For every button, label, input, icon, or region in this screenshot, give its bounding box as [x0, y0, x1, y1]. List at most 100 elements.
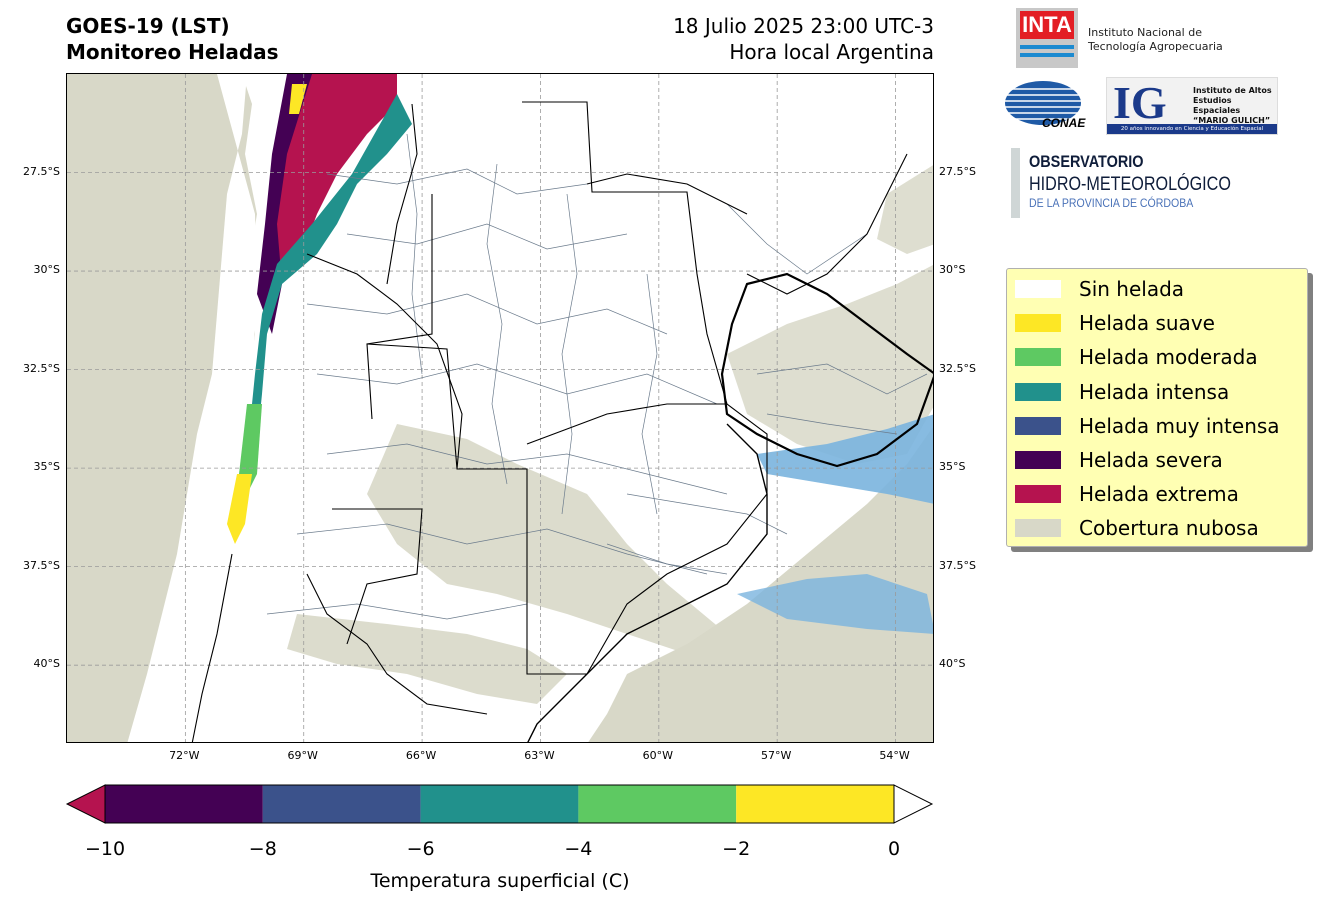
legend-label: Helada severa — [1079, 448, 1223, 472]
colorbar-tick-label: −10 — [84, 838, 126, 860]
atlantic-water-south — [737, 574, 933, 634]
legend-swatch — [1015, 519, 1061, 538]
colorbar-tick-label: −6 — [406, 838, 435, 860]
ig-line1: Instituto de Altos — [1193, 86, 1272, 95]
lat-label-right: 27.5°S — [939, 164, 976, 178]
observatorio-line3: DE LA PROVINCIA DE CÓRDOBA — [1029, 196, 1194, 210]
colorbar-segment — [262, 785, 421, 823]
lat-label-left: 40°S — [33, 657, 60, 671]
legend-label: Helada intensa — [1079, 379, 1230, 404]
lon-label: 66°W — [405, 749, 437, 762]
lat-label-right: 32.5°S — [939, 361, 976, 375]
colorbar-outline — [104, 784, 895, 824]
ig-line3: “MARIO GULICH” — [1193, 116, 1271, 125]
lat-label-left: 37.5°S — [23, 558, 60, 572]
frost-band-moderate — [239, 404, 262, 494]
legend-label: Sin helada — [1079, 277, 1185, 301]
clear-land-area — [192, 74, 933, 742]
frost-band-mild-north — [289, 84, 307, 114]
legend-label: Helada moderada — [1079, 345, 1258, 370]
observatorio-line1: OBSERVATORIO — [1029, 152, 1144, 171]
legend-label: Helada suave — [1079, 311, 1215, 336]
ig-line2: Estudios Espaciales — [1193, 96, 1241, 115]
lon-label: 60°W — [642, 749, 673, 762]
lat-label-right: 37.5°S — [939, 558, 976, 572]
legend-swatch — [1015, 416, 1061, 435]
uruguay-border — [720, 272, 933, 468]
map-canvas — [67, 74, 933, 742]
colorbar-segment — [578, 785, 737, 823]
legend-label: Helada extrema — [1079, 482, 1239, 507]
legend-item: Helada muy intensa — [1015, 411, 1280, 441]
observatorio-logo-bar — [1011, 148, 1020, 218]
legend-item: Cobertura nubosa — [1015, 513, 1259, 543]
inta-logo: INTA — [1016, 8, 1078, 68]
colorbar-label: Temperatura superficial (C) — [370, 870, 630, 892]
legend-label: Helada muy intensa — [1079, 413, 1280, 438]
province-borders — [191, 101, 908, 742]
cloud-patch-northeast — [877, 165, 933, 254]
conae-logo-mark: CONAE — [1042, 116, 1086, 130]
frost-band-extreme — [267, 74, 397, 274]
legend-item: Helada suave — [1015, 308, 1215, 338]
argentina-coastline — [527, 423, 768, 742]
lat-label-right: 40°S — [939, 657, 966, 671]
legend-item: Sin helada — [1015, 274, 1184, 304]
colorbar-tick-label: −8 — [248, 838, 277, 860]
map-datetime-line2: Hora local Argentina — [729, 40, 934, 64]
lat-label-left: 35°S — [33, 460, 60, 474]
frost-band-severe — [257, 74, 312, 334]
legend-swatch — [1015, 382, 1061, 401]
legend-swatch — [1015, 485, 1061, 504]
ig-logo-mark: IG — [1113, 77, 1167, 128]
map-title-line2: Monitoreo Heladas — [66, 40, 279, 64]
legend-item: Helada extrema — [1015, 479, 1239, 509]
map-datetime: 18 Julio 2025 23:00 UTC-3 Hora local Arg… — [673, 13, 934, 65]
conae-logo — [1005, 81, 1081, 125]
inta-name: Instituto Nacional de Tecnología Agropec… — [1088, 26, 1223, 54]
observatorio-line2: HIDRO-METEOROLÓGICO — [1029, 174, 1231, 195]
colorbar-over-triangle — [893, 784, 934, 824]
legend-item: Helada intensa — [1015, 377, 1229, 407]
legend-item: Helada severa — [1015, 445, 1223, 475]
ig-logo-bar: 20 años innovando en Ciencia y Educación… — [1107, 124, 1277, 134]
cloud-patch-uruguay — [727, 265, 933, 464]
map-title-line1: GOES-19 (LST) — [66, 14, 230, 38]
colorbar-segment — [105, 785, 263, 823]
clear-land-west — [127, 74, 257, 742]
colorbar-tick-label: −2 — [722, 838, 751, 860]
inta-name-line2: Tecnología Agropecuaria — [1088, 40, 1223, 53]
colorbar — [65, 784, 934, 824]
ig-logo: IG Instituto de Altos Estudios Espaciale… — [1106, 77, 1278, 135]
lon-label: 63°W — [524, 749, 555, 762]
lat-label-right: 35°S — [939, 460, 966, 474]
colorbar-under-triangle — [65, 784, 106, 824]
legend-label: Cobertura nubosa — [1079, 516, 1259, 541]
frost-band-mild — [227, 474, 252, 544]
legend-swatch — [1015, 280, 1061, 298]
frost-band-intense — [249, 94, 412, 444]
legend-swatch — [1015, 314, 1061, 333]
lon-label: 54°W — [879, 749, 910, 762]
map-title: GOES-19 (LST) Monitoreo Heladas — [66, 13, 279, 65]
legend: Sin helada Helada suave Helada moderada Hel… — [1006, 268, 1308, 547]
lat-label-left: 27.5°S — [23, 164, 60, 178]
legend-swatch — [1015, 348, 1061, 367]
lat-label-right: 30°S — [939, 263, 966, 277]
lon-label: 72°W — [169, 749, 200, 762]
legend-swatch — [1015, 451, 1061, 469]
ig-logo-text: Instituto de Altos Estudios Espaciales “… — [1193, 86, 1277, 126]
lon-label: 57°W — [760, 749, 792, 762]
map-panel — [66, 73, 934, 743]
legend-item: Helada moderada — [1015, 342, 1258, 372]
inta-logo-mark: INTA — [1020, 11, 1074, 39]
department-borders — [266, 133, 928, 620]
colorbar-segment — [420, 785, 579, 823]
atlantic-water — [757, 414, 933, 504]
lat-label-left: 32.5°S — [23, 361, 60, 375]
colorbar-tick-label: 0 — [887, 838, 901, 860]
colorbar-segment — [736, 785, 894, 823]
map-datetime-line1: 18 Julio 2025 23:00 UTC-3 — [673, 14, 934, 38]
colorbar-tick-label: −4 — [564, 838, 593, 860]
lon-label: 69°W — [287, 749, 318, 762]
